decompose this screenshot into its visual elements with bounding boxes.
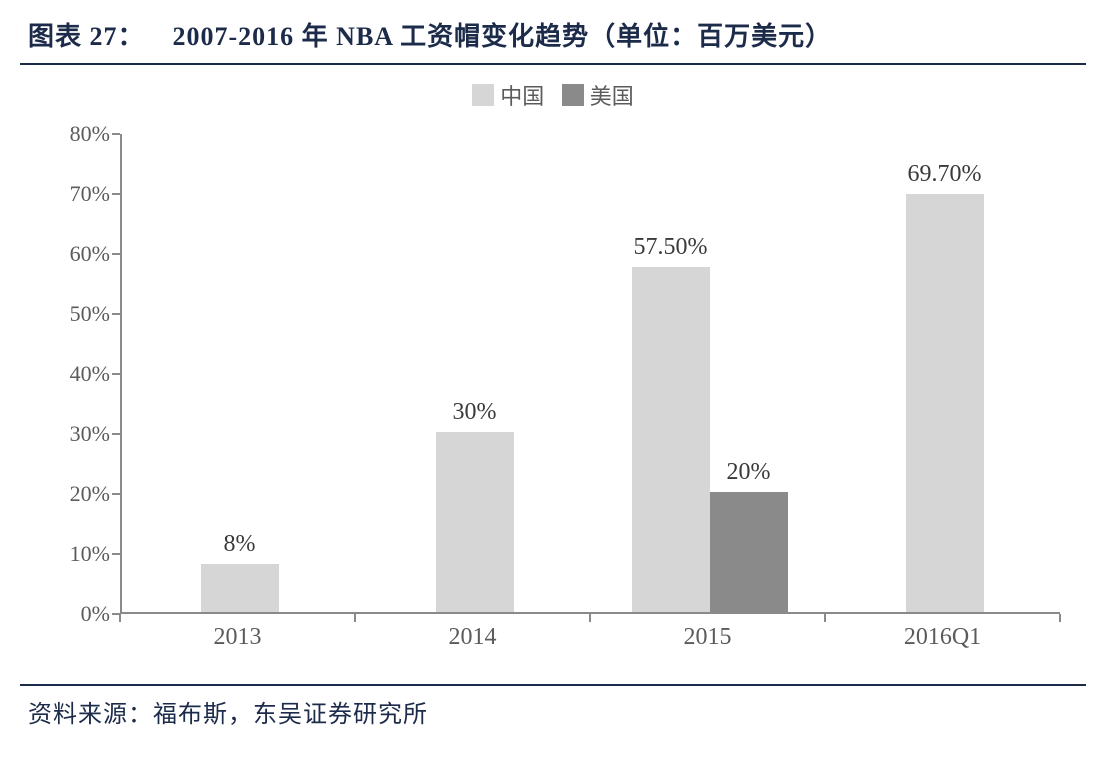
source-row: 资料来源：福布斯，东吴证券研究所 [20,684,1086,729]
y-axis-label: 40% [20,361,120,387]
legend-swatch-usa [562,84,584,106]
bar-value-label: 20% [727,459,771,486]
bar-value-label: 69.70% [908,161,982,188]
figure-number: 图表 27： [28,22,145,51]
y-axis-tick [112,553,120,555]
x-axis-tick [589,614,591,622]
x-axis-tick [119,614,121,622]
y-axis-tick [112,193,120,195]
bar-value-label: 8% [224,531,256,558]
y-axis-label: 80% [20,121,120,147]
plot-area: 8% 30% 57.50% 20% 69.70% [120,134,1060,614]
y-axis-label: 0% [20,601,120,627]
bar-value-label: 30% [453,399,497,426]
legend-label-china: 中国 [500,79,544,111]
x-axis-label: 2014 [449,624,497,651]
y-axis-tick [112,133,120,135]
legend-swatch-china [472,84,494,106]
y-axis-tick [112,433,120,435]
y-axis-label: 70% [20,181,120,207]
y-axis-tick [112,253,120,255]
figure-container: 图表 27： 2007-2016 年 NBA 工资帽变化趋势（单位：百万美元） … [20,10,1086,729]
x-axis-tick [354,614,356,622]
figure-title: 2007-2016 年 NBA 工资帽变化趋势（单位：百万美元） [173,22,833,51]
x-axis-label: 2016Q1 [904,624,981,651]
x-axis-label: 2013 [214,624,262,651]
chart-area: 8% 30% 57.50% 20% 69.70% 0% 10% 20% 30% 40% 50% 60… [20,124,1086,684]
legend-item-usa: 美国 [562,79,634,111]
x-axis-label: 2015 [684,624,732,651]
x-axis-tick [824,614,826,622]
bar-美国 [710,492,788,612]
bar-中国 [436,432,514,612]
y-axis-label: 60% [20,241,120,267]
y-axis-label: 10% [20,541,120,567]
y-axis-label: 20% [20,481,120,507]
bar-value-label: 57.50% [634,234,708,261]
bar-中国 [906,194,984,612]
y-axis-tick [112,373,120,375]
y-axis-tick [112,313,120,315]
y-axis-label: 30% [20,421,120,447]
legend-label-usa: 美国 [590,79,634,111]
figure-title-row: 图表 27： 2007-2016 年 NBA 工资帽变化趋势（单位：百万美元） [20,10,1086,65]
bar-中国 [632,267,710,612]
y-axis-label: 50% [20,301,120,327]
y-axis-tick [112,493,120,495]
source-text: 资料来源：福布斯，东吴证券研究所 [28,702,428,728]
x-axis-tick [1059,614,1061,622]
bar-中国 [201,564,279,612]
chart-legend: 中国 美国 [20,65,1086,118]
legend-item-china: 中国 [472,79,544,111]
